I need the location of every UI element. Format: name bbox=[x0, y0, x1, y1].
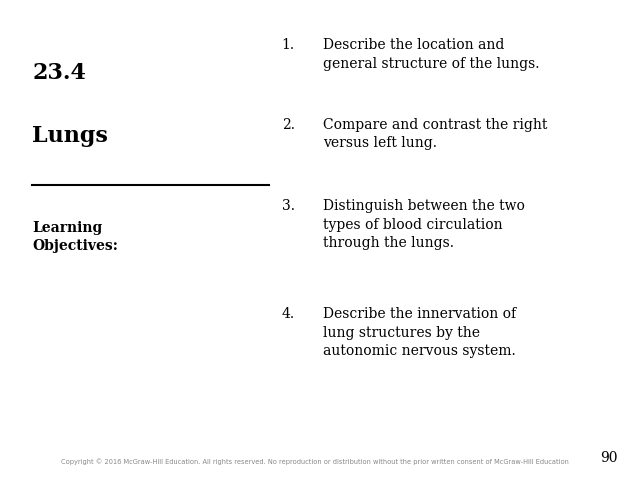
Text: Compare and contrast the right
versus left lung.: Compare and contrast the right versus le… bbox=[323, 118, 548, 150]
Text: Describe the location and
general structure of the lungs.: Describe the location and general struct… bbox=[323, 38, 540, 71]
Text: Learning
Objectives:: Learning Objectives: bbox=[32, 221, 118, 253]
Text: Copyright © 2016 McGraw-Hill Education. All rights reserved. No reproduction or : Copyright © 2016 McGraw-Hill Education. … bbox=[61, 458, 569, 465]
Text: 3.: 3. bbox=[282, 199, 294, 213]
Text: Describe the innervation of
lung structures by the
autonomic nervous system.: Describe the innervation of lung structu… bbox=[323, 307, 516, 358]
Text: Distinguish between the two
types of blood circulation
through the lungs.: Distinguish between the two types of blo… bbox=[323, 199, 525, 250]
Text: 1.: 1. bbox=[282, 38, 295, 52]
Text: 2.: 2. bbox=[282, 118, 294, 132]
Text: Lungs: Lungs bbox=[32, 125, 108, 147]
Text: 90: 90 bbox=[600, 451, 618, 465]
Text: 23.4: 23.4 bbox=[32, 62, 86, 84]
Text: 4.: 4. bbox=[282, 307, 295, 321]
